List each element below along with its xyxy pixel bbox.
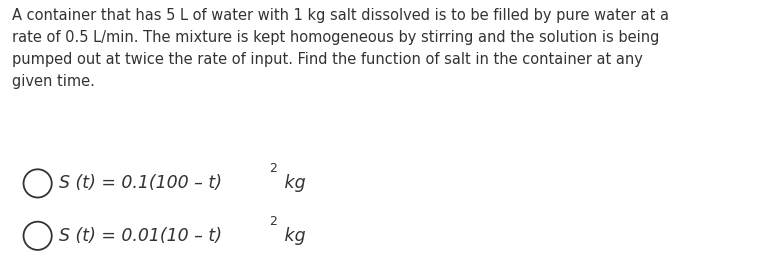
Text: S (t) = 0.01(10 – t): S (t) = 0.01(10 – t) xyxy=(59,227,222,245)
Text: S (t) = 0.1(100 – t): S (t) = 0.1(100 – t) xyxy=(59,174,222,192)
Text: kg: kg xyxy=(279,227,306,245)
Text: 2: 2 xyxy=(269,162,277,176)
Text: A container that has 5 L of water with 1 kg salt dissolved is to be filled by pu: A container that has 5 L of water with 1… xyxy=(12,8,669,89)
Text: 2: 2 xyxy=(269,215,277,228)
Text: kg: kg xyxy=(279,174,306,192)
